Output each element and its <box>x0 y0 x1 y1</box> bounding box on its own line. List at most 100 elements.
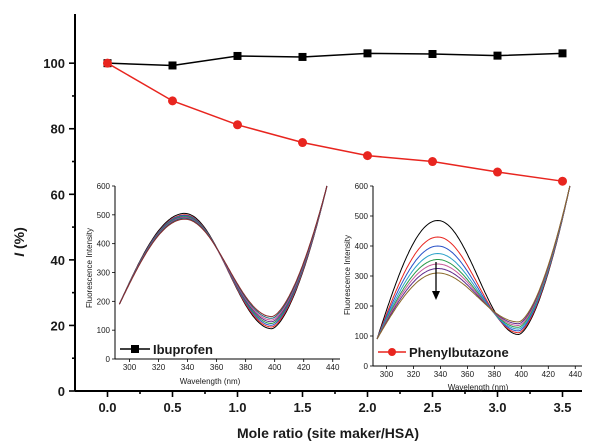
inset1-y-tick-label: 0 <box>106 355 111 364</box>
legend-phenylbutazone-marker <box>388 348 396 356</box>
inset2-x-ticks: 300 320 340 360 380 400 420 440 <box>380 366 583 379</box>
x-ticks: 0.0 0.5 1.0 1.5 2.0 2.5 3.0 3.5 <box>98 391 572 415</box>
inset2-spectrum-curve <box>376 185 571 340</box>
inset2-spectrum-curve <box>376 185 571 340</box>
legend-ibuprofen-marker <box>131 345 139 353</box>
inset2-spectrum-curve <box>376 185 571 340</box>
inset2-spectrum-curve <box>376 185 571 340</box>
y-axis-title: I (%) <box>11 227 27 257</box>
data-point-phenylbutazone <box>428 157 437 167</box>
inset2-y-tick-label: 200 <box>355 302 369 311</box>
inset2-spectrum-curve <box>376 185 571 340</box>
inset1-x-tick-label: 400 <box>268 363 282 372</box>
x-tick-label: 2.5 <box>423 400 441 415</box>
data-point-ibuprofen <box>168 61 177 70</box>
y-tick-label: 0 <box>58 384 65 399</box>
arrow-head <box>432 291 440 300</box>
y-tick-label: 60 <box>51 187 65 202</box>
data-point-ibuprofen <box>558 49 567 58</box>
y-ticks: 0 20 40 60 80 100 <box>43 56 75 399</box>
inset1-spectrum-curve <box>118 185 328 319</box>
inset1-x-tick-label: 440 <box>326 363 340 372</box>
data-point-ibuprofen <box>233 51 242 60</box>
inset1-y-tick-label: 300 <box>97 269 111 278</box>
data-point-phenylbutazone <box>233 120 242 130</box>
inset1-y-tick-label: 200 <box>97 297 111 306</box>
inset2-x-tick-label: 340 <box>434 370 448 379</box>
x-axis-title: Mole ratio (site maker/HSA) <box>237 425 419 441</box>
data-point-phenylbutazone <box>363 151 372 161</box>
data-point-ibuprofen <box>363 49 372 58</box>
data-point-phenylbutazone <box>298 138 307 148</box>
inset2-x-tick-label: 300 <box>380 370 394 379</box>
inset2-x-tick-label: 400 <box>515 370 529 379</box>
y-axis-title-symbol: I <box>11 252 27 257</box>
inset2-y-ticks: 0 100 200 300 400 500 600 <box>355 182 373 371</box>
inset1-curves <box>118 185 328 330</box>
inset1-spectrum-curve <box>118 185 328 330</box>
inset2-x-tick-label: 320 <box>407 370 421 379</box>
data-point-phenylbutazone <box>493 167 502 177</box>
inset2-curves <box>376 185 571 340</box>
data-point-phenylbutazone <box>103 58 112 68</box>
inset1-y-ticks: 0 100 200 300 400 500 600 <box>97 182 115 364</box>
inset1-y-tick-label: 600 <box>97 182 111 191</box>
data-point-phenylbutazone <box>558 176 567 186</box>
y-tick-label: 40 <box>51 253 65 268</box>
inset2-y-tick-label: 300 <box>355 272 369 281</box>
inset1-spectrum-curve <box>118 185 328 318</box>
inset2-x-title: Wavelength (nm) <box>448 383 509 392</box>
inset1-spectrum-curve <box>118 185 328 324</box>
y-tick-label: 80 <box>51 122 65 137</box>
inset1-y-tick-label: 100 <box>97 326 111 335</box>
legend-ibuprofen: Ibuprofen <box>120 342 213 357</box>
y-axis-title-unit: (%) <box>11 227 27 253</box>
x-tick-label: 2.0 <box>358 400 376 415</box>
y-tick-label: 20 <box>51 318 65 333</box>
inset2-y-title: Fluorescence Intensity <box>343 235 352 315</box>
main-series <box>103 49 567 186</box>
legend-ibuprofen-label: Ibuprofen <box>153 342 213 357</box>
x-tick-label: 0.0 <box>98 400 116 415</box>
inset1-x-ticks: 300 320 340 360 380 400 420 440 <box>123 359 340 372</box>
legend-phenylbutazone: Phenylbutazone <box>378 345 509 360</box>
inset1-spectrum-curve <box>118 185 328 328</box>
inset1-x-tick-label: 300 <box>123 363 137 372</box>
data-point-phenylbutazone <box>168 96 177 106</box>
inset2-x-tick-label: 360 <box>461 370 475 379</box>
data-point-ibuprofen <box>428 49 437 58</box>
inset2-y-tick-label: 100 <box>355 332 369 341</box>
decrease-arrow <box>432 262 440 300</box>
x-tick-label: 3.5 <box>553 400 571 415</box>
inset2-spectrum-curve <box>376 185 571 340</box>
inset2-x-tick-label: 380 <box>488 370 502 379</box>
inset2-x-tick-label: 420 <box>542 370 556 379</box>
inset1-x-tick-label: 360 <box>210 363 224 372</box>
inset1-x-tick-label: 380 <box>239 363 253 372</box>
inset1-spectrum-curve <box>118 185 328 321</box>
inset1-spectrum-curve <box>118 185 328 326</box>
inset1-y-tick-label: 500 <box>97 211 111 220</box>
inset2-y-tick-label: 500 <box>355 212 369 221</box>
main-axes <box>74 14 582 392</box>
inset2-y-tick-label: 400 <box>355 242 369 251</box>
series-line-phenylbutazone <box>107 62 563 182</box>
inset2-spectrum-curve <box>376 185 571 340</box>
y-tick-label: 100 <box>43 56 65 71</box>
inset1-x-tick-label: 340 <box>181 363 195 372</box>
inset1-x-tick-label: 420 <box>297 363 311 372</box>
inset1-x-title: Wavelength (nm) <box>180 377 241 386</box>
inset-ibuprofen: 300 320 340 360 380 400 420 440 0 100 200 300 400 50… <box>85 182 340 386</box>
inset2-x-tick-label: 440 <box>569 370 583 379</box>
inset1-y-title: Fluorescence Intensity <box>85 228 94 308</box>
inset1-x-tick-label: 320 <box>152 363 166 372</box>
inset1-y-tick-label: 400 <box>97 240 111 249</box>
inset2-y-tick-label: 0 <box>364 362 369 371</box>
legend-phenylbutazone-label: Phenylbutazone <box>409 345 509 360</box>
x-tick-label: 0.5 <box>163 400 181 415</box>
x-tick-label: 1.0 <box>228 400 246 415</box>
inset1-spectrum-curve <box>118 185 328 323</box>
x-tick-label: 1.5 <box>293 400 311 415</box>
x-tick-label: 3.0 <box>488 400 506 415</box>
